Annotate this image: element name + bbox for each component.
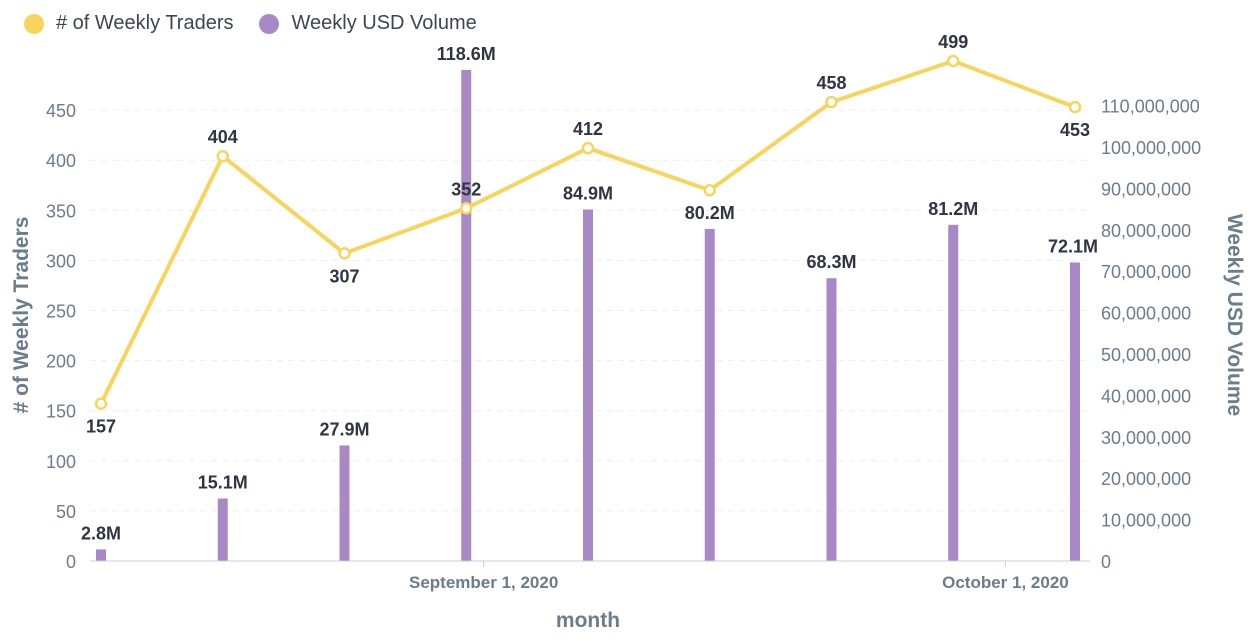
y-right-tick-label: 10,000,000 xyxy=(1101,511,1191,531)
volume-data-label: 81.2M xyxy=(928,199,978,219)
traders-point[interactable] xyxy=(216,149,229,163)
y-right-tick-label: 40,000,000 xyxy=(1101,386,1191,406)
legend-swatch-traders xyxy=(24,13,44,34)
y-left-tick-label: 150 xyxy=(46,402,76,422)
traders-data-label: 458 xyxy=(816,73,846,93)
data-labels: 2.8M 15.1M 27.9M 118.6M 84.9M 80.2M 68.3M 81.2M… xyxy=(81,32,1098,543)
legend-swatch-volume xyxy=(259,13,280,34)
traders-data-label: 157 xyxy=(86,417,116,437)
traders-line xyxy=(94,54,1082,410)
traders-point[interactable] xyxy=(94,397,108,410)
y-left-tick-label: 400 xyxy=(46,151,76,171)
y-left-tick-label: 0 xyxy=(66,552,76,572)
y-right-tick-label: 60,000,000 xyxy=(1101,304,1191,324)
volume-bar[interactable] xyxy=(217,498,228,561)
right-axis: 0 10,000,000 20,000,000 30,000,000 40,000,00… xyxy=(1101,97,1201,572)
traders-data-label: 499 xyxy=(938,32,968,52)
traders-data-label: 352 xyxy=(451,179,481,199)
legend-label-volume: Weekly USD Volume xyxy=(291,12,477,34)
traders-point[interactable] xyxy=(703,184,716,197)
y-right-tick-label: 30,000,000 xyxy=(1101,428,1191,448)
legend-label-traders: # of Weekly Traders xyxy=(56,12,234,34)
volume-data-label: 27.9M xyxy=(319,419,369,439)
y-right-tick-label: 100,000,000 xyxy=(1101,138,1201,158)
traders-data-label: 412 xyxy=(573,119,603,139)
volume-data-label: 68.3M xyxy=(806,252,856,272)
y-right-tick-label: 0 xyxy=(1101,552,1111,572)
traders-point[interactable] xyxy=(1068,100,1082,114)
x-axis: September 1, 2020 October 1, 2020 xyxy=(90,560,1090,592)
volume-bar[interactable] xyxy=(826,278,837,561)
traders-point[interactable] xyxy=(460,202,473,215)
legend-item-volume[interactable]: Weekly USD Volume xyxy=(259,12,477,35)
chart-legend: # of Weekly Traders Weekly USD Volume xyxy=(24,12,477,35)
y-left-tick-label: 450 xyxy=(46,101,76,121)
volume-bar[interactable] xyxy=(583,209,593,561)
traders-data-label: 307 xyxy=(329,266,359,286)
traders-data-label: 404 xyxy=(208,127,238,147)
traders-data-label: 453 xyxy=(1060,120,1090,140)
y-left-tick-label: 300 xyxy=(46,251,76,271)
y-left-axis-title: # of Weekly Traders xyxy=(10,217,33,414)
y-right-axis-title: Weekly USD Volume xyxy=(1223,214,1246,416)
y-right-tick-label: 70,000,000 xyxy=(1101,262,1191,282)
y-right-tick-label: 90,000,000 xyxy=(1101,179,1191,199)
y-left-tick-label: 250 xyxy=(46,302,76,322)
left-axis: 0 50 100 150 200 250 300 350 400 450 xyxy=(46,101,76,572)
y-left-tick-label: 350 xyxy=(46,201,76,221)
y-left-tick-label: 50 xyxy=(56,502,76,522)
volume-bar[interactable] xyxy=(1070,262,1080,561)
volume-data-label: 72.1M xyxy=(1048,236,1098,256)
volume-bar[interactable] xyxy=(339,445,350,561)
volume-data-label: 2.8M xyxy=(81,523,121,543)
traders-point[interactable] xyxy=(825,95,838,109)
traders-point[interactable] xyxy=(338,247,351,260)
volume-bar[interactable] xyxy=(704,228,715,561)
legend-item-traders[interactable]: # of Weekly Traders xyxy=(24,12,233,35)
volume-bar[interactable] xyxy=(948,224,959,561)
y-right-tick-label: 80,000,000 xyxy=(1101,221,1191,241)
volume-bar[interactable] xyxy=(461,69,472,561)
traders-point[interactable] xyxy=(947,54,960,68)
volume-bar[interactable] xyxy=(96,549,106,561)
x-tick-label: October 1, 2020 xyxy=(942,573,1069,592)
volume-data-label: 80.2M xyxy=(685,203,735,223)
y-right-tick-label: 20,000,000 xyxy=(1101,469,1191,489)
y-left-tick-label: 100 xyxy=(46,452,76,472)
volume-data-label: 84.9M xyxy=(563,183,613,203)
volume-data-label: 15.1M xyxy=(198,472,248,492)
y-right-tick-label: 110,000,000 xyxy=(1101,97,1200,117)
y-right-tick-label: 50,000,000 xyxy=(1101,345,1191,365)
x-axis-title: month xyxy=(556,609,620,632)
x-tick-label: September 1, 2020 xyxy=(409,573,558,592)
volume-data-label: 118.6M xyxy=(437,44,496,64)
volume-bars xyxy=(96,69,1080,561)
y-left-tick-label: 200 xyxy=(46,352,76,372)
traders-point[interactable] xyxy=(581,141,595,155)
